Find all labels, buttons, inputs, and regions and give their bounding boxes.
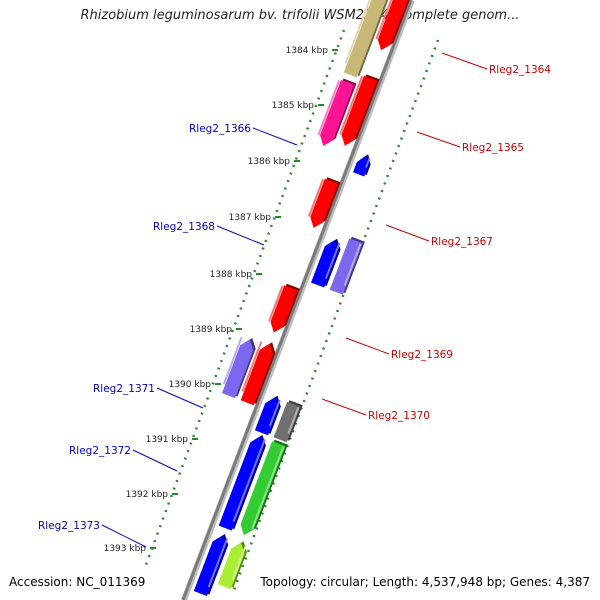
gene-rleg2-1368-feature[interactable]	[311, 238, 341, 288]
label-leader-rleg2-1371	[156, 387, 204, 409]
gene-rleg2-1371-feature[interactable]	[254, 395, 281, 436]
gene-label-rleg2-1372[interactable]: Rleg2_1372	[69, 445, 131, 457]
ruler-tick-label: 1385 kbp	[272, 101, 315, 111]
label-leader-rleg2-1364	[441, 52, 488, 70]
label-leader-rleg2-1373	[101, 524, 147, 548]
ruler-tick-label: 1389 kbp	[190, 325, 233, 335]
gene-label-rleg2-1371[interactable]: Rleg2_1371	[93, 383, 155, 395]
label-leader-rleg2-1366	[252, 127, 298, 146]
ruler-tick-label: 1387 kbp	[229, 213, 272, 223]
gene-labels: Rleg2_1364 Rleg2_1365 Rleg2_1366 Rleg2_1367…	[38, 52, 551, 548]
label-leader-rleg2-1370	[321, 398, 367, 416]
gene-label-rleg2-1365[interactable]: Rleg2_1365	[462, 142, 524, 154]
ruler-tick-label: 1388 kbp	[210, 270, 253, 280]
gene-label-rleg2-1369[interactable]: Rleg2_1369	[391, 349, 453, 361]
track-feature-1[interactable]	[343, 0, 401, 78]
topology-text: Topology: circular; Length: 4,537,948 bp…	[260, 575, 590, 589]
ruler-tick-label: 1384 kbp	[286, 46, 329, 56]
gene-rleg2-1367-feature[interactable]	[307, 177, 341, 228]
label-leader-rleg2-1367	[385, 224, 430, 242]
ruler-tick-label: 1390 kbp	[169, 380, 212, 390]
ruler-tick-label: 1391 kbp	[146, 435, 189, 445]
gene-label-rleg2-1364[interactable]: Rleg2_1364	[489, 64, 551, 76]
ruler-tick-label: 1386 kbp	[248, 157, 291, 167]
track-feature-7[interactable]	[217, 541, 247, 590]
gene-label-rleg2-1373[interactable]: Rleg2_1373	[38, 520, 100, 532]
label-leader-rleg2-1365	[416, 131, 461, 148]
track-feature-4[interactable]	[329, 236, 365, 295]
gene-rleg2-1370-feature[interactable]	[240, 341, 276, 406]
tick-guide-lines	[142, 29, 440, 591]
gene-rleg2-1366-feature[interactable]	[353, 154, 371, 177]
gene-rleg2-1369-feature[interactable]	[268, 283, 300, 333]
label-leader-rleg2-1372	[132, 449, 178, 472]
track-feature-5[interactable]	[273, 400, 303, 443]
ruler-ticks: 1384 kbp 1385 kbp 1386 kbp 1387 kbp 1388 kbp…	[104, 46, 338, 554]
label-leader-rleg2-1369	[345, 337, 390, 355]
track-feature-2[interactable]	[317, 78, 357, 147]
gene-label-rleg2-1367[interactable]: Rleg2_1367	[431, 236, 493, 248]
ruler-tick-label: 1392 kbp	[126, 490, 169, 500]
track-feature-3[interactable]	[222, 337, 256, 399]
gene-rleg2-1364-feature[interactable]	[375, 0, 421, 51]
gene-rleg2-1372-feature[interactable]	[218, 435, 266, 531]
gene-label-rleg2-1370[interactable]: Rleg2_1370	[368, 410, 430, 422]
accession-text: Accession: NC_011369	[9, 575, 146, 589]
gene-rleg2-1373-feature[interactable]	[193, 534, 229, 596]
ruler-tick-label: 1393 kbp	[104, 544, 147, 554]
track-feature-6[interactable]	[240, 439, 288, 536]
gene-rleg2-1365-feature[interactable]	[339, 74, 380, 146]
gene-label-rleg2-1366[interactable]: Rleg2_1366	[189, 123, 251, 135]
gene-features	[193, 0, 421, 596]
label-leader-rleg2-1368	[216, 225, 265, 246]
gene-label-rleg2-1368[interactable]: Rleg2_1368	[153, 221, 215, 233]
genome-backbone	[181, 0, 415, 600]
